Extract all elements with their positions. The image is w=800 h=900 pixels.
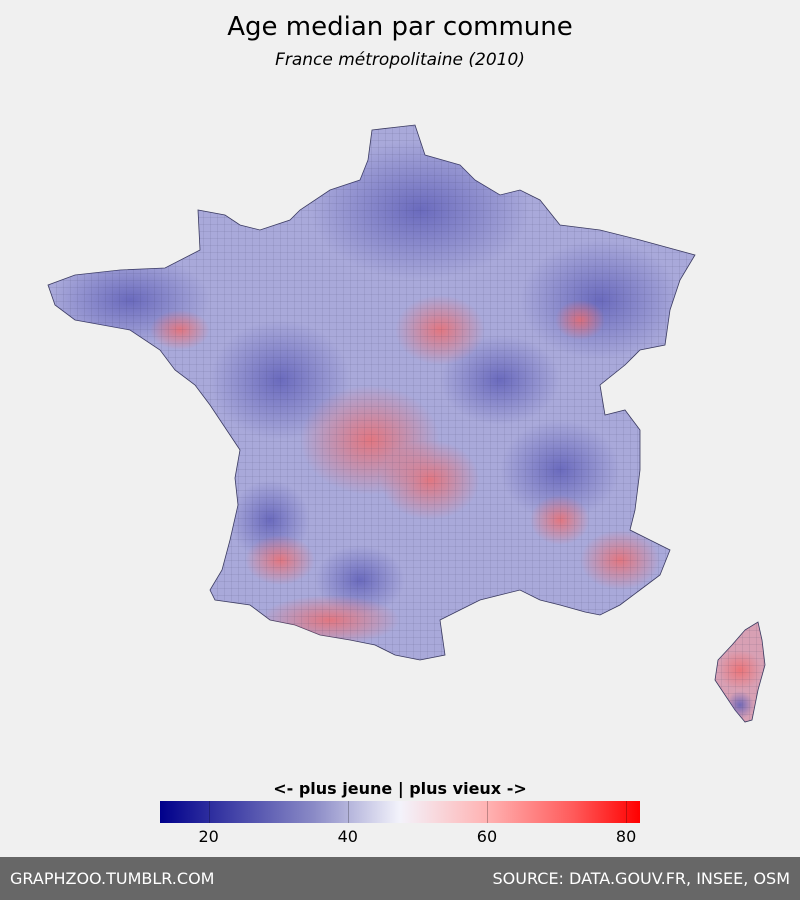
map-title: Age median par commune xyxy=(227,12,573,42)
france-mainland xyxy=(47,124,696,661)
footer-source: SOURCE: DATA.GOUV.FR, INSEE, OSM xyxy=(492,869,790,888)
colorbar-tick xyxy=(626,801,628,823)
footer-bar: GRAPHZOO.TUMBLR.COM SOURCE: DATA.GOUV.FR… xyxy=(0,857,800,900)
corsica xyxy=(714,621,766,723)
footer-credit: GRAPHZOO.TUMBLR.COM xyxy=(10,869,215,888)
age-regions xyxy=(48,125,695,660)
colorbar-tick xyxy=(208,801,210,823)
colorbar-label: <- plus jeune | plus vieux -> xyxy=(273,779,527,798)
colorbar-tick xyxy=(347,801,349,823)
colorbar-tick-label: 80 xyxy=(615,827,637,846)
colorbar-tick-label: 40 xyxy=(337,827,358,846)
colorbar-tick-label: 60 xyxy=(476,827,498,846)
map-subtitle: France métropolitaine (2010) xyxy=(275,50,525,70)
colorbar-tick xyxy=(486,801,488,823)
colorbar xyxy=(160,801,640,823)
choropleth-map xyxy=(47,124,766,723)
colorbar-tick-label: 20 xyxy=(198,827,219,846)
